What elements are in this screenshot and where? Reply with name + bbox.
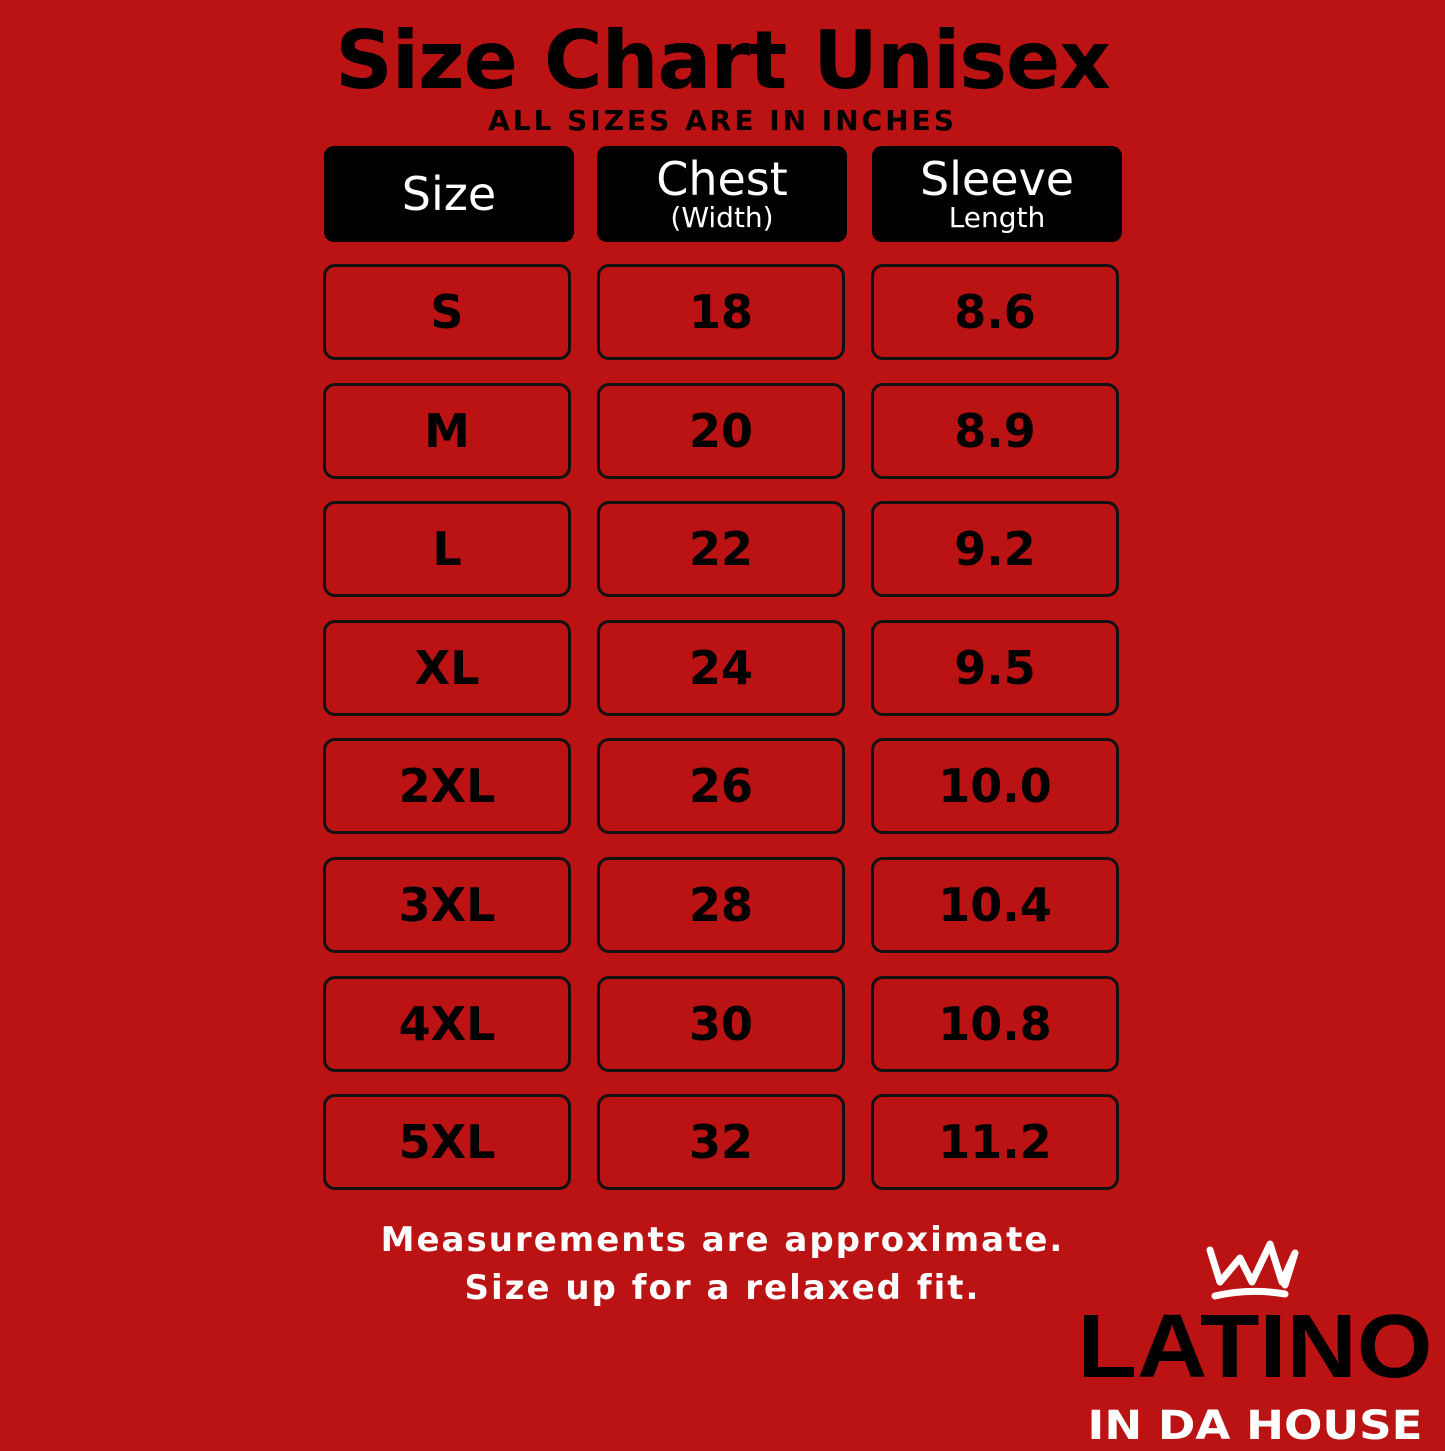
note-line-2: Size up for a relaxed fit. — [464, 1268, 981, 1308]
header-chest: Chest (Width) — [597, 146, 847, 242]
cell-size: S — [323, 264, 571, 360]
cell-size: XL — [323, 619, 571, 716]
logo-line-2: IN DA HOUSE — [1088, 1403, 1423, 1447]
header-sleeve-label: Sleeve — [919, 152, 1075, 206]
cell-size: 3XL — [323, 857, 571, 953]
header-size: Size — [324, 146, 574, 242]
page-title: Size Chart Unisex — [335, 14, 1111, 107]
cell-chest: 30 — [597, 975, 845, 1072]
cell-chest: 18 — [597, 264, 845, 360]
logo-line-1: LATINO — [1078, 1297, 1433, 1397]
cell-size: M — [323, 382, 571, 479]
cell-size: 5XL — [323, 1094, 571, 1191]
note-line-1: Measurements are approximate. — [380, 1220, 1065, 1260]
cell-chest: 24 — [597, 619, 845, 716]
cell-sleeve: 11.2 — [871, 1094, 1119, 1191]
cell-size: L — [323, 501, 571, 598]
header-size-label: Size — [401, 167, 497, 221]
cell-sleeve: 10.0 — [871, 738, 1119, 835]
cell-chest: 22 — [597, 501, 845, 598]
cell-chest: 28 — [597, 857, 845, 953]
page-subtitle: ALL SIZES ARE IN INCHES — [488, 104, 957, 137]
cell-sleeve: 9.2 — [871, 501, 1119, 598]
cell-sleeve: 10.8 — [871, 975, 1119, 1072]
cell-sleeve: 9.5 — [871, 619, 1119, 716]
header-chest-sublabel: (Width) — [670, 201, 774, 234]
brand-logo: LATINO IN DA HOUSE — [1070, 1232, 1440, 1449]
cell-size: 4XL — [323, 975, 571, 1072]
cell-size: 2XL — [323, 738, 571, 835]
cell-sleeve: 8.6 — [871, 264, 1119, 360]
cell-sleeve: 8.9 — [871, 382, 1119, 479]
cell-chest: 20 — [597, 382, 845, 479]
header-sleeve: Sleeve Length — [872, 146, 1122, 242]
header-chest-label: Chest — [656, 152, 788, 206]
header-sleeve-sublabel: Length — [948, 201, 1046, 234]
crown-icon: LATINO IN DA HOUSE — [1078, 1240, 1433, 1449]
cell-sleeve: 10.4 — [871, 857, 1119, 953]
cell-chest: 26 — [597, 738, 845, 835]
cell-chest: 32 — [597, 1094, 845, 1191]
